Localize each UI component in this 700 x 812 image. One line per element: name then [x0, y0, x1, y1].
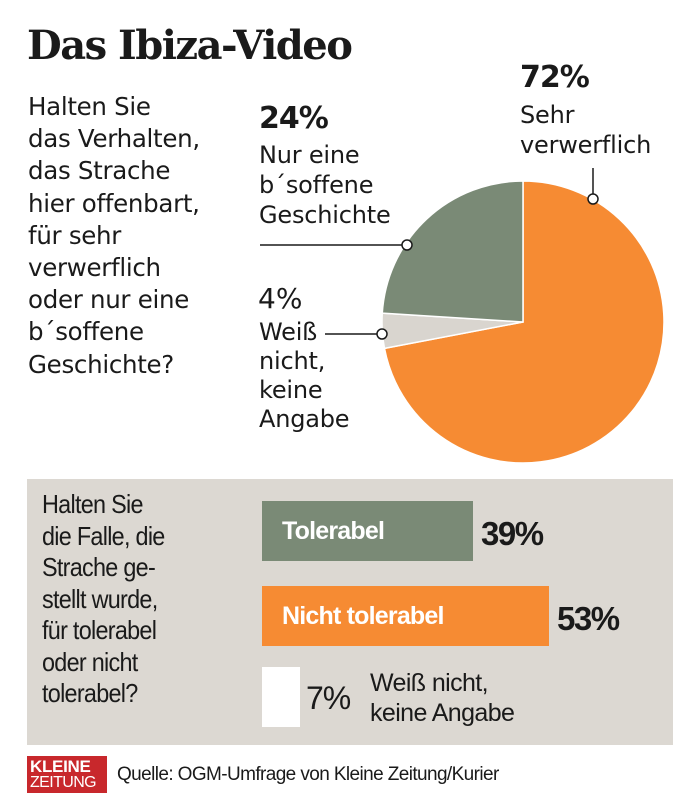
pie-label-pct-bsoffene: 24% [259, 101, 329, 136]
leader-sehr-verwerflich-marker [587, 193, 599, 205]
bar-label-weiss-nicht: Weiß nicht, keine Angabe [370, 669, 515, 727]
pie-label-bsoffene: Nur eine b´soffene Geschichte [259, 141, 391, 229]
bar-label-nicht-tolerabel: Nicht tolerabel [282, 602, 444, 630]
source-note: Quelle: OGM-Umfrage von Kleine Zeitung/K… [117, 764, 499, 785]
pie-label-pct-sehr-verwerflich: 72% [520, 60, 590, 95]
bar-value-nicht-tolerabel: 53% [557, 600, 620, 637]
pie-label-weiss-nicht: Weiß nicht, keine Angabe [259, 318, 350, 433]
leader-weiss-nicht-marker [376, 328, 388, 340]
pie-slice-nur-eine-b-soffene-geschichte [381, 180, 524, 323]
pie-label-sehr-verwerflich: Sehr verwerflich [520, 101, 652, 159]
logo-line2: ZEITUNG [30, 774, 97, 791]
bar-nicht-tolerabel: Nicht tolerabel [262, 586, 549, 646]
bar-value-weiss-nicht: 7% [306, 680, 351, 716]
logo-line1: KLEINE [30, 757, 91, 776]
bar-label-tolerabel: Tolerabel [282, 517, 385, 545]
bar-value-tolerabel: 39% [481, 515, 544, 552]
bar-weiss-nicht [262, 667, 300, 727]
pie-question: Halten Sie das Verhalten, das Strache hi… [28, 92, 200, 379]
leader-bsoffene-marker [401, 239, 413, 251]
chart-title: Das Ibiza-Video [27, 22, 353, 69]
pie-chart [260, 168, 665, 464]
pie-label-pct-weiss-nicht: 4% [258, 282, 303, 315]
kleine-zeitung-logo: KLEINE ZEITUNG [27, 756, 107, 793]
bar-tolerabel: Tolerabel [262, 501, 473, 561]
bar-question: Halten Sie die Falle, die Strache ge- st… [42, 489, 165, 708]
pie-slice-sehr-verwerflich [383, 180, 665, 464]
